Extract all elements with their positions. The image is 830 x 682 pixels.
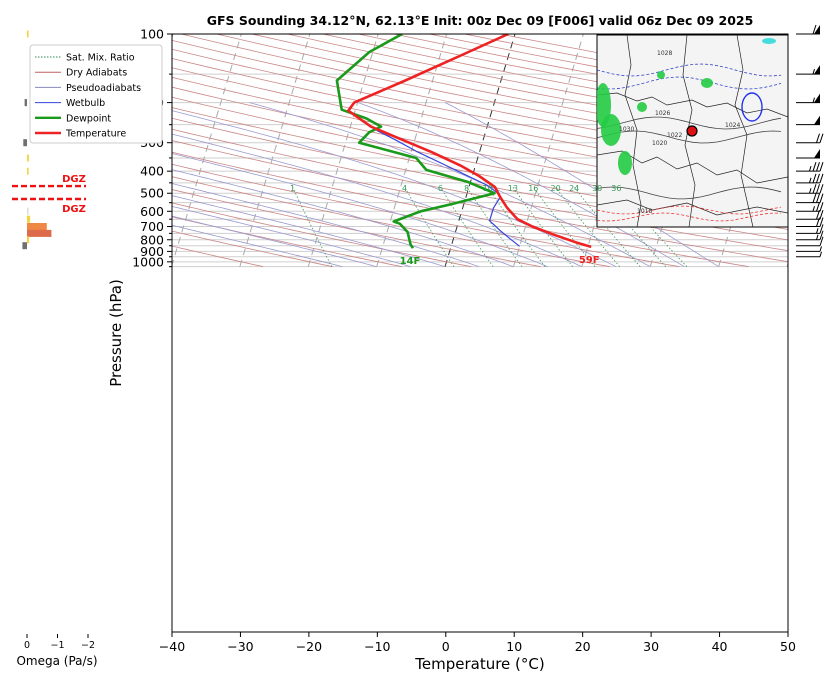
x-axis-label: Temperature (°C) — [414, 655, 544, 673]
dgz-label: DGZ — [62, 174, 86, 185]
y-tick-label: 500 — [140, 186, 164, 201]
legend-label: Dry Adiabats — [66, 68, 127, 79]
wind-barb — [796, 246, 822, 251]
surface-temperature-label: 59F — [579, 255, 600, 266]
legend-label: Dewpoint — [66, 113, 111, 124]
omega-bar — [27, 168, 29, 175]
y-tick-label: 1000 — [132, 254, 164, 269]
mixing-ratio-label: 8 — [464, 184, 469, 193]
wind-barb — [796, 162, 823, 171]
map-contour-label: 1028 — [657, 50, 672, 57]
x-tick-label: 40 — [712, 639, 728, 654]
legend-label: Pseudoadiabats — [66, 83, 141, 94]
mixing-ratio-label: 10 — [483, 184, 493, 193]
wind-barb — [796, 252, 822, 257]
map-contour-label: 1022 — [667, 132, 682, 139]
surface-dewpoint-label: 14F — [400, 256, 421, 267]
omega-bar — [27, 216, 30, 223]
omega-tick-label: 0 — [24, 640, 30, 651]
x-tick-label: −20 — [296, 639, 322, 654]
map-contour-label: 1020 — [652, 140, 667, 147]
omega-bar — [27, 155, 29, 162]
wind-barb — [796, 149, 820, 158]
omega-bar — [22, 242, 27, 249]
y-tick-label: 100 — [140, 27, 164, 42]
wind-barb — [796, 202, 823, 211]
mixing-ratio-label: 36 — [611, 184, 621, 193]
map-precip — [601, 114, 621, 146]
location-marker — [687, 126, 697, 136]
map-precip — [701, 78, 713, 88]
omega-bar — [25, 99, 27, 106]
mixing-ratio-label: 6 — [438, 184, 443, 193]
chart-title: GFS Sounding 34.12°N, 62.13°E Init: 00z … — [207, 13, 754, 28]
wind-barb — [796, 224, 823, 233]
omega-bar — [27, 230, 51, 237]
wind-barb — [796, 94, 820, 103]
wind-barb — [796, 134, 823, 143]
wind-barb — [796, 25, 820, 34]
chart-legend: Sat. Mix. Ratio Dry Adiabats Pseudoadiabat… — [30, 45, 162, 143]
map-contour-label: 1024 — [725, 122, 740, 129]
x-tick-label: −40 — [159, 639, 185, 654]
omega-bar — [23, 139, 27, 146]
wind-barb — [796, 231, 823, 240]
x-tick-label: −30 — [227, 639, 253, 654]
mixing-ratio-label: 24 — [569, 184, 579, 193]
omega-tick-label: −1 — [50, 640, 64, 651]
y-tick-label: 600 — [140, 204, 164, 219]
map-precip — [657, 71, 665, 79]
wind-barbs — [796, 25, 823, 257]
map-contour-label: 1026 — [655, 110, 670, 117]
wind-barb — [796, 174, 823, 183]
mixing-ratio-label: 20 — [551, 184, 561, 193]
x-tick-label: 50 — [780, 639, 796, 654]
mixing-ratio-label: 13 — [508, 184, 518, 193]
isotherm-line — [171, 34, 241, 267]
wind-barb — [796, 184, 823, 193]
omega-bar — [27, 208, 29, 215]
y-tick-label: 400 — [140, 164, 164, 179]
legend-label: Sat. Mix. Ratio — [66, 53, 135, 64]
x-tick-label: 30 — [643, 639, 659, 654]
map-precip — [762, 38, 776, 44]
omega-bar — [27, 31, 29, 38]
omega-bar — [27, 236, 29, 243]
x-tick-label: 20 — [575, 639, 591, 654]
wind-barb — [796, 65, 820, 74]
omega-tick-label: −2 — [81, 640, 95, 651]
mixing-ratio-label: 1 — [290, 184, 295, 193]
mixing-ratio-label: 30 — [592, 184, 602, 193]
wind-barb — [796, 116, 820, 125]
y-axis-label: Pressure (hPa) — [107, 279, 125, 387]
x-tick-label: −10 — [364, 639, 390, 654]
wind-barb — [796, 194, 823, 203]
dgz-label: DGZ — [62, 204, 86, 215]
legend-label: Wetbulb — [66, 98, 105, 109]
map-contour-label: 1030 — [619, 126, 634, 133]
map-contour-label: 1018 — [637, 208, 652, 215]
map-precip — [618, 151, 632, 175]
legend-label: Temperature — [65, 129, 126, 140]
wind-barb — [796, 237, 823, 246]
x-tick-label: 10 — [506, 639, 522, 654]
omega-axis-label: Omega (Pa/s) — [16, 654, 97, 668]
mixing-ratio-label: 4 — [402, 184, 407, 193]
zero-isotherm — [445, 34, 515, 267]
isotherm-line — [787, 34, 830, 267]
x-tick-label: 0 — [442, 639, 450, 654]
mixing-ratio-label: 16 — [528, 184, 538, 193]
omega-bar — [27, 223, 47, 230]
map-precip — [637, 102, 647, 112]
